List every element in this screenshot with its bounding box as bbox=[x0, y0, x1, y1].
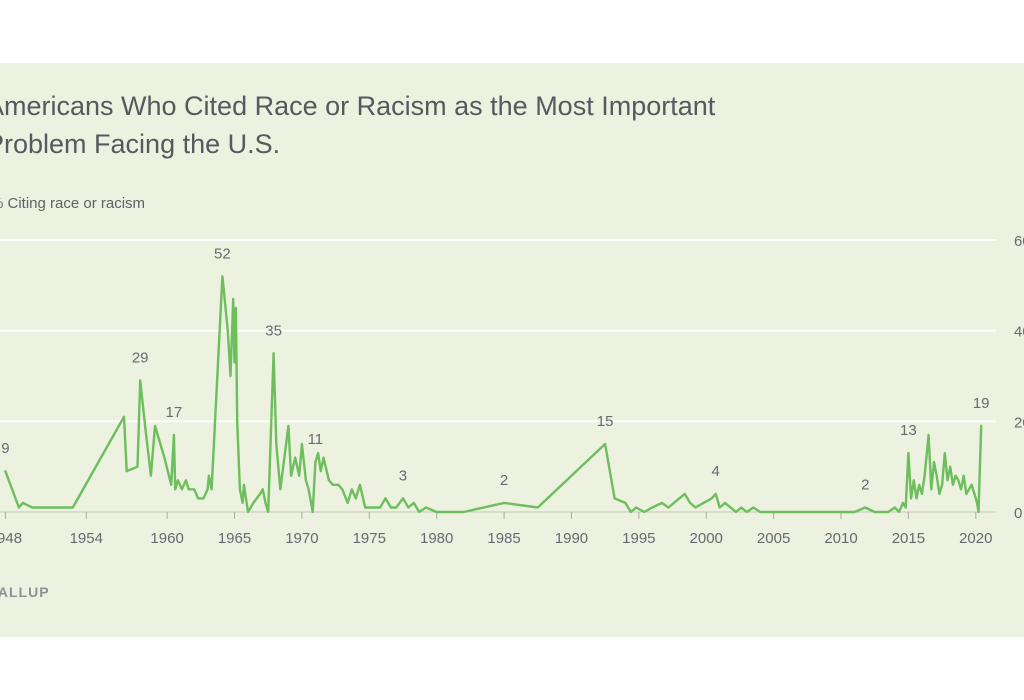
data-label: 11 bbox=[308, 431, 324, 448]
data-label: 19 bbox=[973, 395, 990, 412]
x-tick-label: 2005 bbox=[757, 530, 790, 547]
x-tick-label: 1965 bbox=[218, 530, 251, 547]
data-label: 35 bbox=[265, 322, 282, 339]
x-tick-label: 2010 bbox=[824, 530, 857, 547]
x-tick-label: 1995 bbox=[622, 530, 655, 547]
source-label: GALLUP bbox=[0, 584, 50, 600]
chart-panel: Americans Who Cited Race or Racism as th… bbox=[0, 63, 1024, 637]
data-label: 29 bbox=[132, 350, 149, 367]
x-tick-label: 1985 bbox=[487, 530, 520, 547]
x-tick-label: 2000 bbox=[690, 530, 723, 547]
chart-title: Americans Who Cited Race or Racism as th… bbox=[0, 91, 716, 159]
data-label: 15 bbox=[597, 413, 614, 430]
x-tick-label: 1948 bbox=[0, 530, 22, 547]
data-label: 3 bbox=[399, 467, 407, 484]
x-tick-label: 1990 bbox=[555, 530, 588, 547]
data-label: 4 bbox=[711, 463, 719, 480]
x-tick-label: 1960 bbox=[150, 530, 183, 547]
x-tick-label: 1970 bbox=[285, 530, 318, 547]
data-label: 13 bbox=[900, 422, 917, 439]
line-chart: 0 20 40 60 1948 1954 1960 1965 1970 1975 1980 1985 1… bbox=[0, 233, 1024, 547]
data-label: 17 bbox=[166, 404, 183, 421]
data-label: 2 bbox=[500, 472, 508, 489]
x-tick-label: 2015 bbox=[892, 530, 925, 547]
x-tick-label: 2020 bbox=[959, 530, 992, 547]
x-tick-label: 1954 bbox=[70, 530, 103, 547]
data-label: 9 bbox=[1, 440, 9, 457]
y-tick-label: 20 bbox=[1014, 414, 1024, 431]
series-line bbox=[4, 275, 983, 514]
data-label: 52 bbox=[214, 245, 231, 262]
y-tick-label: 60 bbox=[1014, 233, 1024, 250]
x-tick-label: 1980 bbox=[420, 530, 453, 547]
y-tick-label: 40 bbox=[1014, 324, 1024, 341]
data-label: 2 bbox=[861, 476, 869, 493]
y-axis-label: % Citing race or racism bbox=[0, 195, 146, 212]
y-tick-label: 0 bbox=[1014, 505, 1022, 522]
x-tick-label: 1975 bbox=[353, 530, 386, 547]
